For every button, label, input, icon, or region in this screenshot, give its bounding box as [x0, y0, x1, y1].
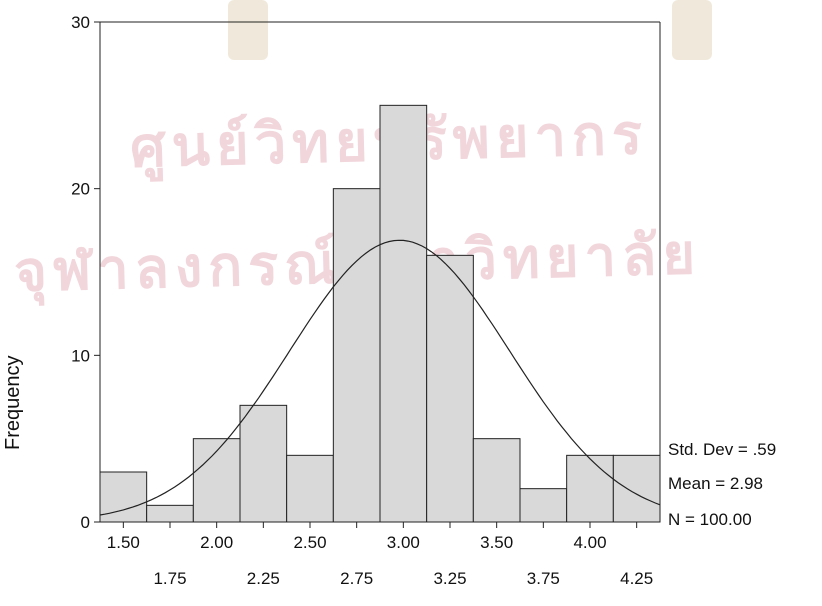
mean-stat: Mean = 2.98 — [668, 474, 763, 493]
x-tick-label-lower: 2.25 — [247, 569, 280, 588]
seal-right-image — [672, 0, 712, 60]
n-stat: N = 100.00 — [668, 510, 752, 529]
histogram-bar — [146, 504, 194, 523]
std-dev-stat: Std. Dev = .59 — [668, 440, 777, 459]
axes — [94, 21, 661, 528]
x-tick-label-upper: 4.00 — [573, 533, 606, 552]
x-tick-label-upper: 2.50 — [293, 533, 326, 552]
x-tick-label-upper: 1.50 — [107, 533, 140, 552]
x-tick-label-lower: 4.25 — [620, 569, 653, 588]
histogram-bar — [519, 488, 568, 523]
y-tick-label: 30 — [71, 13, 90, 32]
x-tick-label-lower: 2.75 — [340, 569, 373, 588]
histogram-bar — [472, 438, 521, 523]
histogram-bar — [426, 254, 474, 523]
histogram-bar — [332, 188, 381, 523]
y-tick-label: 0 — [81, 513, 90, 532]
y-tick-label: 10 — [71, 346, 90, 365]
tick-labels: 0 10 20 30 1.50 2.00 2.50 3.00 3.50 4.00 1.75 2.25 2… — [71, 13, 653, 588]
histogram-bar — [239, 404, 288, 523]
histogram-bar — [566, 454, 614, 523]
bars — [99, 104, 661, 523]
seal-left-image — [228, 0, 268, 60]
x-tick-label-upper: 3.00 — [387, 533, 420, 552]
histogram-bar — [99, 471, 148, 523]
y-axis-label: Frequency — [2, 355, 24, 451]
x-tick-label-lower: 3.25 — [433, 569, 466, 588]
histogram-bar — [612, 454, 661, 523]
histogram-bar — [286, 454, 334, 523]
normal-curve — [99, 239, 661, 516]
y-tick-label: 20 — [71, 180, 90, 199]
x-tick-label-lower: 1.75 — [153, 569, 186, 588]
x-tick-label-upper: 2.00 — [200, 533, 233, 552]
x-tick-label-upper: 3.50 — [480, 533, 513, 552]
histogram-bar — [379, 104, 428, 523]
x-tick-label-lower: 3.75 — [527, 569, 560, 588]
